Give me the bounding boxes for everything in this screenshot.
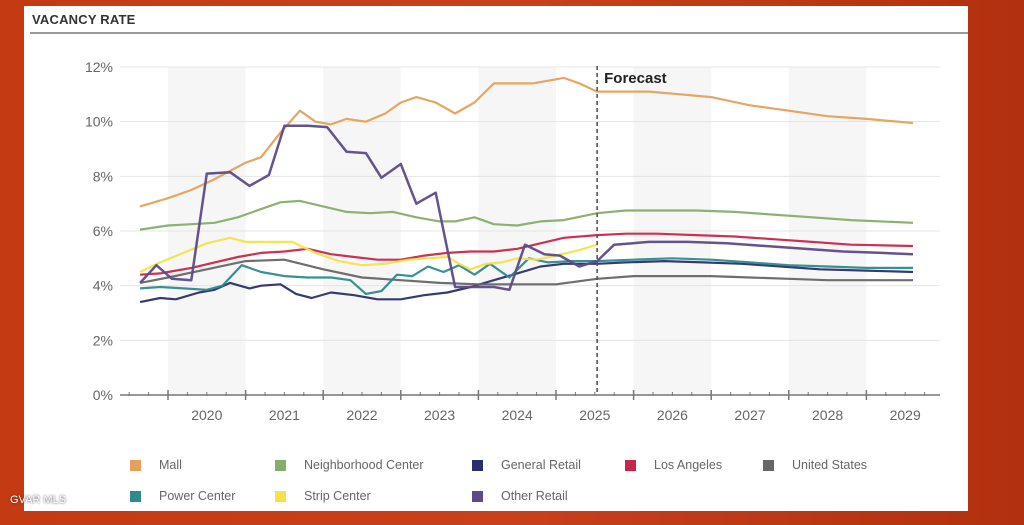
legend-label: Strip Center xyxy=(304,489,371,503)
legend-label: Neighborhood Center xyxy=(304,458,424,472)
y-tick-label: 10% xyxy=(85,114,113,130)
watermark: GVAR MLS xyxy=(10,494,67,506)
y-tick-label: 12% xyxy=(85,59,113,75)
legend-label: Los Angeles xyxy=(654,458,723,472)
legend-swatch xyxy=(625,459,636,471)
legend-item: Mall xyxy=(130,458,182,472)
legend-item: Los Angeles xyxy=(625,458,722,472)
forecast-label: Forecast xyxy=(604,70,667,87)
series-line-power-center xyxy=(140,257,913,295)
y-tick-label: 0% xyxy=(93,387,113,403)
legend-item: Power Center xyxy=(130,489,235,503)
series-line-general-retail xyxy=(139,260,914,304)
series-line-united-states xyxy=(139,258,913,286)
legend-label: Other Retail xyxy=(501,489,568,503)
legend-swatch xyxy=(275,490,286,502)
series-line-mall xyxy=(139,76,914,208)
series-line-neighborhood-center xyxy=(139,199,914,231)
legend-item: General Retail xyxy=(472,458,581,472)
title-divider xyxy=(30,32,968,34)
y-tick-label: 6% xyxy=(93,223,113,239)
legend-label: Mall xyxy=(159,458,182,472)
legend-swatch xyxy=(472,490,483,502)
legend-item: Other Retail xyxy=(472,489,568,503)
legend-label: General Retail xyxy=(501,458,581,472)
y-tick-label: 2% xyxy=(93,332,113,348)
legend-swatch xyxy=(472,459,483,471)
y-tick-label: 4% xyxy=(93,278,113,294)
legend-label: United States xyxy=(792,458,868,472)
x-tick-label: 2025 xyxy=(579,407,610,423)
x-tick-label: 2021 xyxy=(269,407,300,423)
x-tick-label: 2026 xyxy=(657,407,688,423)
legend-item: Strip Center xyxy=(275,489,371,503)
x-tick-label: 2020 xyxy=(191,407,222,423)
y-tick-label: 8% xyxy=(93,168,113,184)
legend-swatch xyxy=(130,490,141,502)
chart-title: VACANCY RATE xyxy=(32,12,136,27)
x-tick-label: 2028 xyxy=(812,407,843,423)
legend-label: Power Center xyxy=(159,489,236,503)
x-tick-label: 2023 xyxy=(424,407,455,423)
legend-item: United States xyxy=(763,458,867,472)
legend-swatch xyxy=(763,459,774,471)
x-tick-label: 2022 xyxy=(346,407,377,423)
legend-swatch xyxy=(130,459,141,471)
x-tick-label: 2024 xyxy=(502,407,533,423)
x-tick-label: 2027 xyxy=(734,407,765,423)
x-tick-label: 2029 xyxy=(890,407,921,423)
series-line-other-retail xyxy=(139,124,914,292)
legend-swatch xyxy=(275,459,286,471)
legend-item: Neighborhood Center xyxy=(275,458,424,472)
